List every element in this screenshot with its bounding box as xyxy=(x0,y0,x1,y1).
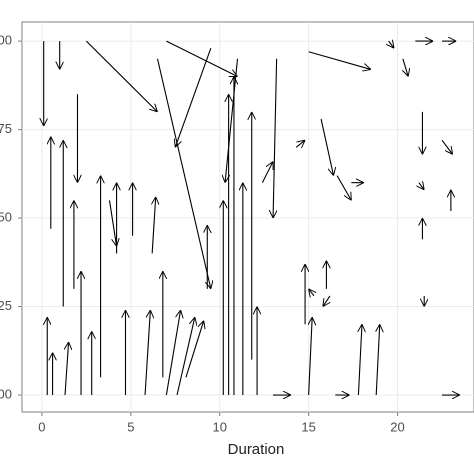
arrow xyxy=(85,40,157,112)
x-tick-label: 0 xyxy=(38,419,45,434)
arrow xyxy=(166,40,237,76)
arrow xyxy=(295,140,305,147)
arrow xyxy=(176,317,195,396)
arrow xyxy=(152,197,156,254)
arrow xyxy=(320,118,333,176)
arrow xyxy=(309,289,314,296)
arrow xyxy=(308,51,371,70)
arrow xyxy=(403,58,408,77)
arrow xyxy=(389,41,394,48)
arrow xyxy=(376,324,380,396)
arrow xyxy=(358,324,362,396)
x-tick-label: 15 xyxy=(301,419,315,434)
arrow xyxy=(273,58,277,218)
y-tick-label: 1.00 xyxy=(0,33,12,48)
arrow xyxy=(336,175,351,201)
x-tick-label: 20 xyxy=(390,419,404,434)
arrow xyxy=(156,58,210,289)
arrow xyxy=(108,200,116,246)
arrow xyxy=(323,295,330,307)
arrow xyxy=(165,310,180,396)
arrow xyxy=(225,58,239,183)
x-axis-label: Duration xyxy=(228,441,285,458)
y-tick-label: 0.25 xyxy=(0,298,12,313)
panel xyxy=(21,21,474,413)
arrow xyxy=(261,161,274,183)
arrow xyxy=(65,342,69,396)
arrow xyxy=(185,321,204,378)
arrow xyxy=(175,48,212,147)
y-tick-label: 0.00 xyxy=(0,386,12,401)
y-tick-label: 0.50 xyxy=(0,209,12,224)
y-tick-label: 0.75 xyxy=(0,121,12,136)
x-tick-label: 10 xyxy=(212,419,226,434)
arrow xyxy=(419,183,424,190)
x-tick-label: 5 xyxy=(127,419,134,434)
arrow xyxy=(144,310,150,396)
arrow xyxy=(441,139,453,154)
arrow xyxy=(309,317,313,396)
